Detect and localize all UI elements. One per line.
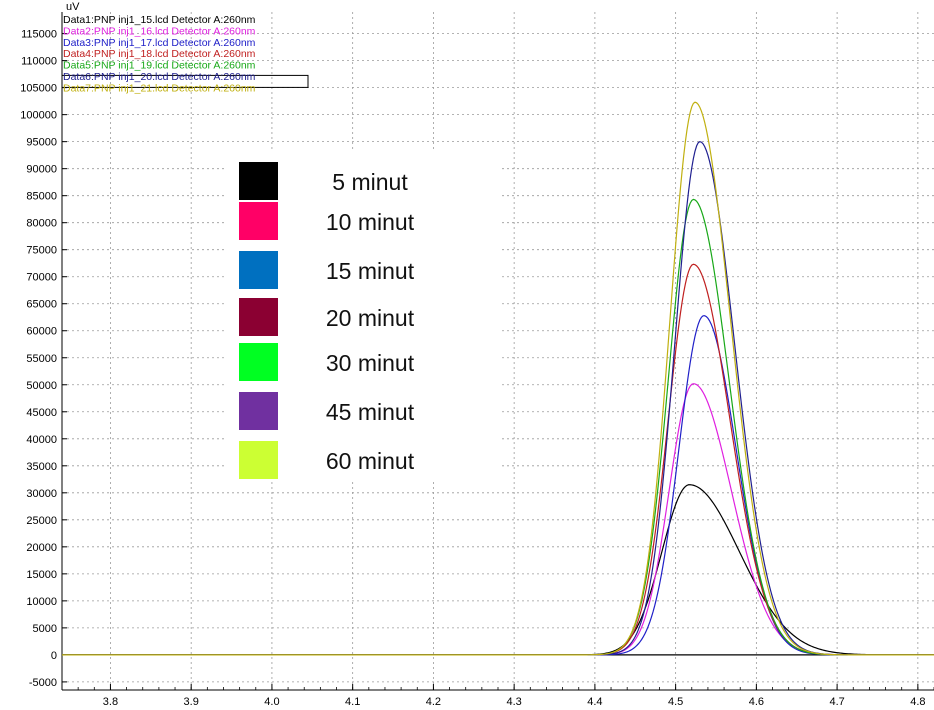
y-tick-label: 20000 — [26, 542, 57, 554]
y-tick-label: 90000 — [26, 164, 57, 176]
x-tick-label: 3.8 — [103, 696, 118, 708]
time-legend-label: 60 minut — [326, 448, 415, 474]
x-tick-label: 3.9 — [184, 696, 199, 708]
trace-legend-item: Data5:PNP inj1_19.lcd Detector A:260nm — [63, 60, 256, 72]
trace-legend-item: Data4:PNP inj1_18.lcd Detector A:260nm — [63, 48, 256, 60]
trace-legend-item: Data6:PNP inj1_20.lcd Detector A:260nm — [63, 71, 256, 83]
y-tick-label: 105000 — [20, 83, 57, 95]
time-legend-swatch — [239, 392, 278, 430]
y-tick-label: 65000 — [26, 299, 57, 311]
y-tick-label: 25000 — [26, 515, 57, 527]
trace-legend-item: Data3:PNP inj1_17.lcd Detector A:260nm — [63, 37, 256, 49]
y-tick-label: 0 — [51, 650, 57, 662]
time-legend-swatch — [239, 343, 278, 381]
y-tick-label: 75000 — [26, 245, 57, 257]
y-tick-label: 110000 — [21, 56, 57, 68]
y-tick-label: 30000 — [26, 488, 57, 500]
time-legend-swatch — [239, 202, 278, 240]
y-tick-label: 100000 — [20, 110, 57, 122]
x-tick-label: 4.2 — [426, 696, 441, 708]
series-line-7 — [62, 101, 934, 656]
trace-legend-item: Data2:PNP inj1_16.lcd Detector A:260nm — [63, 25, 256, 37]
y-tick-label: 35000 — [26, 461, 57, 473]
x-tick-label: 4.0 — [264, 696, 279, 708]
x-tick-label: 4.6 — [749, 696, 764, 708]
y-tick-label: 60000 — [26, 326, 57, 338]
time-legend-label: 5 minut — [332, 169, 408, 195]
grid-lines — [62, 12, 934, 690]
series-traces — [62, 101, 934, 656]
time-legend-label: 30 minut — [326, 350, 415, 376]
x-tick-label: 4.4 — [587, 696, 602, 708]
y-unit-label: uV — [66, 1, 80, 13]
x-tick-label: 4.3 — [506, 696, 521, 708]
y-tick-label: -5000 — [29, 677, 57, 689]
trace-legend: Data1:PNP inj1_15.lcd Detector A:260nmDa… — [61, 14, 309, 94]
y-tick-label: 50000 — [26, 380, 57, 392]
y-tick-label: 115000 — [21, 29, 57, 41]
time-legend: 5 minut 10 minut 15 minut 20 minut 30 minut 4… — [226, 150, 502, 482]
time-legend-label: 20 minut — [326, 305, 415, 331]
y-tick-label: 40000 — [26, 434, 57, 446]
time-legend-label: 15 minut — [326, 258, 415, 284]
y-tick-label: 45000 — [26, 407, 57, 419]
x-tick-label: 4.5 — [668, 696, 683, 708]
x-tick-label: 4.1 — [345, 696, 360, 708]
x-tick-label: 4.7 — [829, 696, 844, 708]
trace-legend-item: Data1:PNP inj1_15.lcd Detector A:260nm — [63, 14, 256, 26]
y-tick-label: 80000 — [26, 218, 57, 230]
time-legend-label: 45 minut — [326, 399, 415, 425]
y-tick-label: 55000 — [26, 353, 57, 365]
time-legend-swatch — [239, 251, 278, 289]
time-legend-swatch — [239, 441, 278, 479]
time-legend-swatch — [239, 298, 278, 336]
y-tick-label: 5000 — [33, 623, 57, 635]
y-tick-label: 85000 — [26, 191, 57, 203]
y-tick-label: 10000 — [26, 596, 57, 608]
time-legend-label: 10 minut — [326, 209, 415, 235]
x-tick-label: 4.8 — [910, 696, 925, 708]
y-tick-label: 70000 — [26, 272, 57, 284]
trace-legend-item: Data7:PNP inj1_21.lcd Detector A:260nm — [63, 82, 256, 94]
selected-trace-box — [61, 74, 309, 88]
y-tick-label: 15000 — [26, 569, 57, 581]
axes: 3.8 3.9 4.0 4.1 4.2 4.3 4.4 4.5 4.6 4.7 4.8 115000 1… — [20, 12, 934, 708]
time-legend-swatch — [239, 162, 278, 200]
y-tick-label: 95000 — [26, 137, 57, 149]
